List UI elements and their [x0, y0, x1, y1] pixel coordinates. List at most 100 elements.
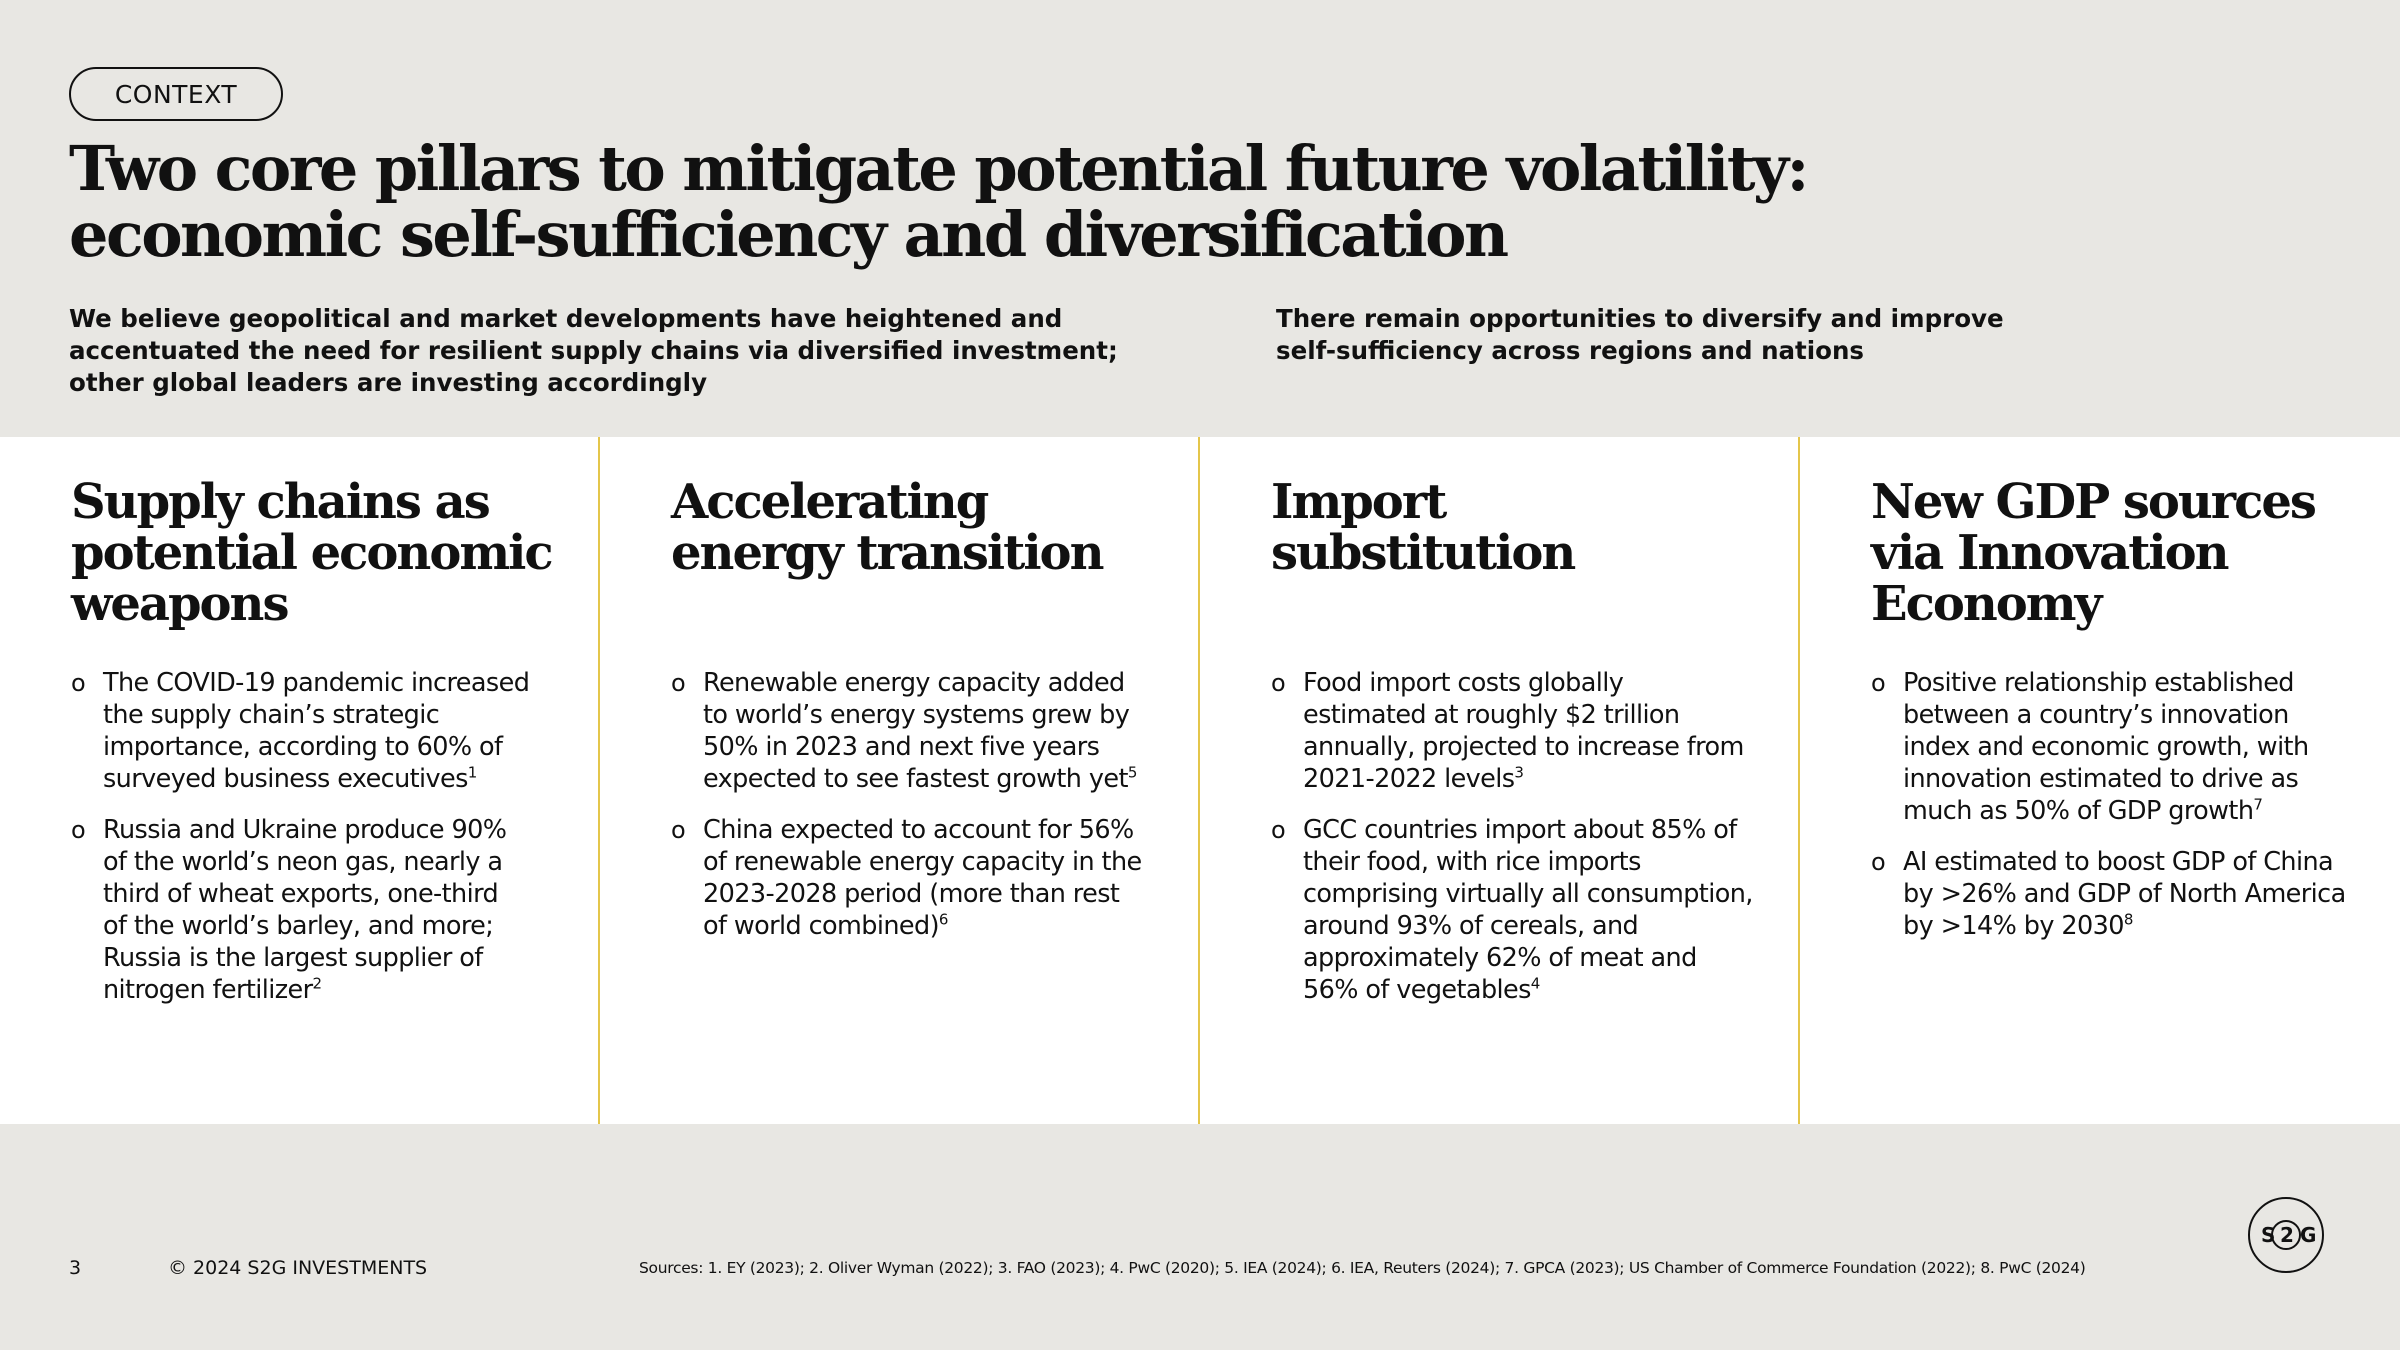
footnote-ref: 3 — [1514, 763, 1524, 782]
bullet-line: 56% of vegetables4 — [1303, 974, 1791, 1006]
bullet-line: by >26% and GDP of North America — [1903, 878, 2391, 910]
pillar-title-line: via Innovation — [1871, 525, 2230, 581]
page-title: Two core pillars to mitigate potential f… — [69, 136, 2069, 268]
bullet-line: Russia and Ukraine produce 90% — [103, 814, 591, 846]
footnote-ref: 1 — [467, 763, 478, 782]
footnote-ref: 4 — [1530, 974, 1541, 993]
bullet-line: of renewable energy capacity in the — [703, 846, 1191, 878]
bullet-text: Russia and Ukraine produce 90% — [103, 815, 507, 845]
bullet-text: The COVID-19 pandemic increased — [103, 668, 530, 698]
bullet-text: 2023-2028 period (more than rest — [703, 879, 1120, 909]
pillar-title: Accelerating energy transition — [671, 477, 1211, 579]
bullet-text: 50% in 2023 and next five years — [703, 732, 1100, 762]
bullet-text: index and economic growth, with — [1903, 732, 2309, 762]
column-divider — [598, 437, 600, 1124]
pillar-title-line: Import — [1271, 474, 1447, 530]
bullet-text: much as 50% of GDP growth — [1903, 796, 2254, 826]
pillar-column: New GDP sources via Innovation Economy o Pos… — [1800, 437, 2400, 1124]
bullet-text: annually, projected to increase from — [1303, 732, 1744, 762]
sources-note: Sources: 1. EY (2023); 2. Oliver Wyman (… — [639, 1259, 2086, 1277]
bullet-text: expected to see fastest growth yet — [703, 764, 1128, 794]
bullet-line: China expected to account for 56% — [703, 814, 1191, 846]
column-divider — [1198, 437, 1200, 1124]
bullet-line: index and economic growth, with — [1903, 731, 2391, 763]
bullet-line: 2021-2022 levels3 — [1303, 763, 1791, 795]
bullet-text: around 93% of cereals, and — [1303, 911, 1639, 941]
page-number: 3 — [69, 1257, 82, 1279]
intro-left-line: other global leaders are investing accor… — [69, 368, 708, 397]
intro-left-line: We believe geopolitical and market devel… — [69, 304, 1063, 333]
bullet-text: the supply chain’s strategic — [103, 700, 440, 730]
footnote-ref: 2 — [312, 974, 322, 993]
bullet-text: Food import costs globally — [1303, 668, 1624, 698]
bullet-line: Positive relationship established — [1903, 667, 2391, 699]
page-title-line: Two core pillars to mitigate potential f… — [69, 132, 1809, 205]
bullet-circle-icon: o — [1871, 669, 1886, 697]
bullet-text: estimated at roughly $2 trillion — [1303, 700, 1680, 730]
bullet-item: o Positive relationship established betwee… — [1871, 667, 2391, 827]
bullet-text: Positive relationship established — [1903, 668, 2294, 698]
bullet-text: nitrogen fertilizer — [103, 975, 313, 1005]
bullet-list: o Positive relationship established betwee… — [1871, 667, 2391, 961]
intro-left-line: accentuated the need for resilient suppl… — [69, 336, 1118, 365]
bullet-line: importance, according to 60% of — [103, 731, 591, 763]
bullet-item: o Renewable energy capacity added to world… — [671, 667, 1191, 795]
bullet-circle-icon: o — [1271, 669, 1286, 697]
bullet-list: o The COVID-19 pandemic increased the supp… — [71, 667, 591, 1025]
bullet-list: o Renewable energy capacity added to world… — [671, 667, 1191, 961]
bullet-text: approximately 62% of meat and — [1303, 943, 1697, 973]
bullet-line: GCC countries import about 85% of — [1303, 814, 1791, 846]
bullet-text: their food, with rice imports — [1303, 847, 1641, 877]
bullet-line: expected to see fastest growth yet5 — [703, 763, 1191, 795]
bullet-line: between a country’s innovation — [1903, 699, 2391, 731]
bullet-text: China expected to account for 56% — [703, 815, 1134, 845]
pillar-title-line: weapons — [71, 576, 289, 632]
bullet-text: third of wheat exports, one-third — [103, 879, 499, 909]
bullet-item: o Food import costs globally estimated at … — [1271, 667, 1791, 795]
bullet-text: Russia is the largest supplier of — [103, 943, 483, 973]
page-title-line: economic self-sufficiency and diversific… — [69, 198, 1509, 271]
bullet-item: o Russia and Ukraine produce 90% of the wo… — [71, 814, 591, 1006]
footnote-ref: 8 — [2123, 910, 2134, 929]
bullet-text: between a country’s innovation — [1903, 700, 2289, 730]
bullet-line: Renewable energy capacity added — [703, 667, 1191, 699]
bullet-line: surveyed business executives1 — [103, 763, 591, 795]
bullet-text: GCC countries import about 85% of — [1303, 815, 1737, 845]
bullet-line: 50% in 2023 and next five years — [703, 731, 1191, 763]
pillar-title-line: Supply chains as — [71, 474, 491, 530]
pillar-column: Accelerating energy transition o Renewable … — [600, 437, 1200, 1124]
footnote-ref: 5 — [1127, 763, 1138, 782]
intro-right-line: There remain opportunities to diversify … — [1276, 304, 2004, 333]
pillar-column: Supply chains as potential economic weapon… — [0, 437, 600, 1124]
bullet-text: AI estimated to boost GDP of China — [1903, 847, 2334, 877]
bullet-circle-icon: o — [671, 669, 686, 697]
bullet-text: of the world’s neon gas, nearly a — [103, 847, 503, 877]
bullet-line: third of wheat exports, one-third — [103, 878, 591, 910]
bullet-line: Food import costs globally — [1303, 667, 1791, 699]
pillar-title-line: energy transition — [671, 525, 1104, 581]
bullet-text: comprising virtually all consumption, — [1303, 879, 1753, 909]
bullet-list: o Food import costs globally estimated at … — [1271, 667, 1791, 1025]
bullet-circle-icon: o — [1871, 848, 1886, 876]
bullet-line: of the world’s barley, and more; — [103, 910, 591, 942]
bullet-line: their food, with rice imports — [1303, 846, 1791, 878]
pillar-title-line: Economy — [1871, 576, 2102, 632]
bullet-line: Russia is the largest supplier of — [103, 942, 591, 974]
pillars-panel: Supply chains as potential economic weapon… — [0, 437, 2400, 1124]
bullet-line: of world combined)6 — [703, 910, 1191, 942]
bullet-text: by >26% and GDP of North America — [1903, 879, 2346, 909]
bullet-text: importance, according to 60% of — [103, 732, 503, 762]
bullet-line: to world’s energy systems grew by — [703, 699, 1191, 731]
logo-letter: G — [2300, 1223, 2316, 1247]
footnote-ref: 7 — [2253, 795, 2263, 814]
bullet-line: much as 50% of GDP growth7 — [1903, 795, 2391, 827]
s2g-logo: S 2 G — [2248, 1197, 2324, 1273]
bullet-text: to world’s energy systems grew by — [703, 700, 1130, 730]
intro-right-line: self-sufficiency across regions and nati… — [1276, 336, 1865, 365]
context-tag: CONTEXT — [69, 67, 283, 121]
footnote-ref: 6 — [938, 910, 949, 929]
pillar-title: New GDP sources via Innovation Economy — [1871, 477, 2400, 630]
intro-left: We believe geopolitical and market devel… — [69, 303, 1118, 399]
bullet-item: o GCC countries import about 85% of their … — [1271, 814, 1791, 1006]
pillar-title-line: Accelerating — [671, 474, 989, 530]
